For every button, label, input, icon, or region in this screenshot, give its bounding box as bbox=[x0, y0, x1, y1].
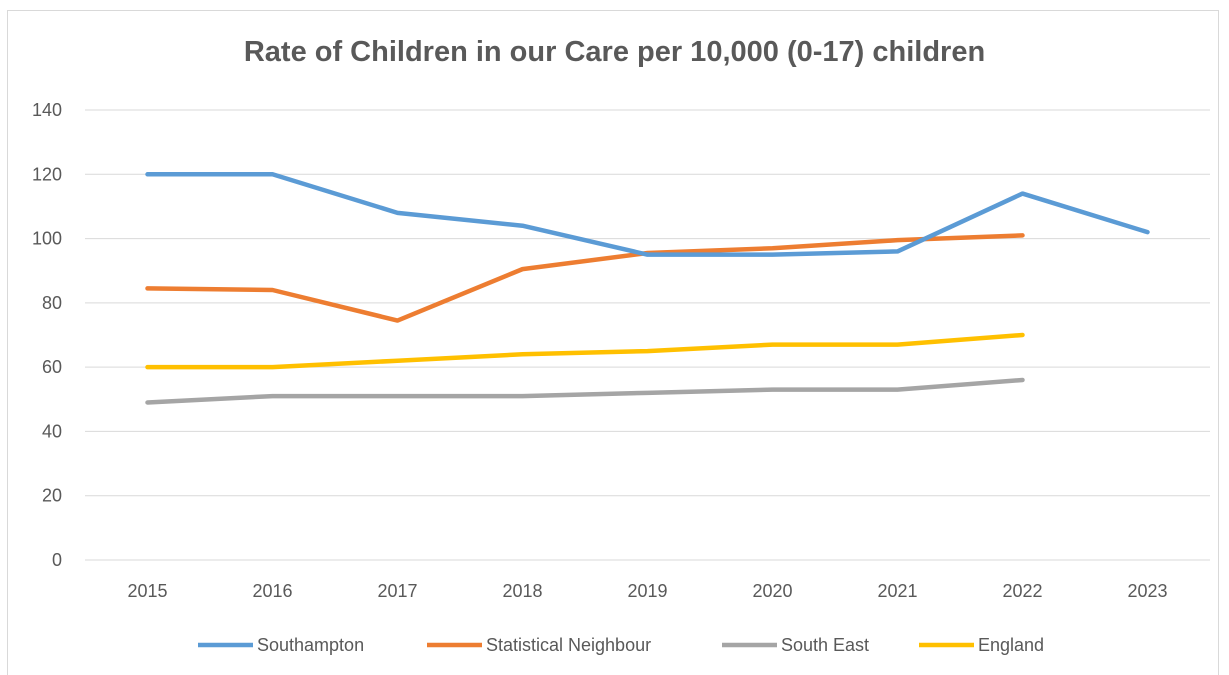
y-axis-ticks: 0 20 40 60 80 100 120 140 bbox=[32, 100, 62, 570]
series-line-england bbox=[145, 332, 1025, 370]
y-tick-label: 20 bbox=[42, 486, 62, 506]
legend-label: Southampton bbox=[257, 635, 364, 655]
legend-label: Statistical Neighbour bbox=[486, 635, 651, 655]
x-tick-label: 2017 bbox=[377, 581, 417, 601]
legend-item-south-east: South East bbox=[722, 635, 869, 655]
x-axis-ticks: 2015 2016 2017 2018 2019 2020 2021 2022 2023 bbox=[127, 581, 1167, 601]
y-tick-label: 40 bbox=[42, 421, 62, 441]
series-line-southampton bbox=[145, 172, 1150, 257]
x-tick-label: 2021 bbox=[877, 581, 917, 601]
legend-item-southampton: Southampton bbox=[198, 635, 364, 655]
legend-label: England bbox=[978, 635, 1044, 655]
series-line-statistical-neighbour bbox=[145, 233, 1025, 323]
y-tick-label: 60 bbox=[42, 357, 62, 377]
x-tick-label: 2022 bbox=[1002, 581, 1042, 601]
y-tick-label: 80 bbox=[42, 293, 62, 313]
x-tick-label: 2020 bbox=[752, 581, 792, 601]
x-tick-label: 2015 bbox=[127, 581, 167, 601]
x-tick-label: 2023 bbox=[1127, 581, 1167, 601]
legend: Southampton Statistical Neighbour South Ea… bbox=[198, 635, 1044, 655]
legend-item-statistical-neighbour: Statistical Neighbour bbox=[427, 635, 651, 655]
chart-title: Rate of Children in our Care per 10,000 … bbox=[243, 36, 986, 68]
y-tick-label: 120 bbox=[32, 164, 62, 184]
series-lines bbox=[145, 172, 1150, 405]
y-tick-label: 0 bbox=[52, 550, 62, 570]
gridlines bbox=[85, 109, 1210, 561]
chart-frame bbox=[7, 10, 1219, 675]
legend-label: South East bbox=[781, 635, 869, 655]
series-line-south-east bbox=[145, 377, 1025, 405]
legend-item-england: England bbox=[919, 635, 1044, 655]
x-tick-label: 2019 bbox=[627, 581, 667, 601]
x-tick-label: 2018 bbox=[502, 581, 542, 601]
y-tick-label: 100 bbox=[32, 229, 62, 249]
x-tick-label: 2016 bbox=[252, 581, 292, 601]
y-tick-label: 140 bbox=[32, 100, 62, 120]
